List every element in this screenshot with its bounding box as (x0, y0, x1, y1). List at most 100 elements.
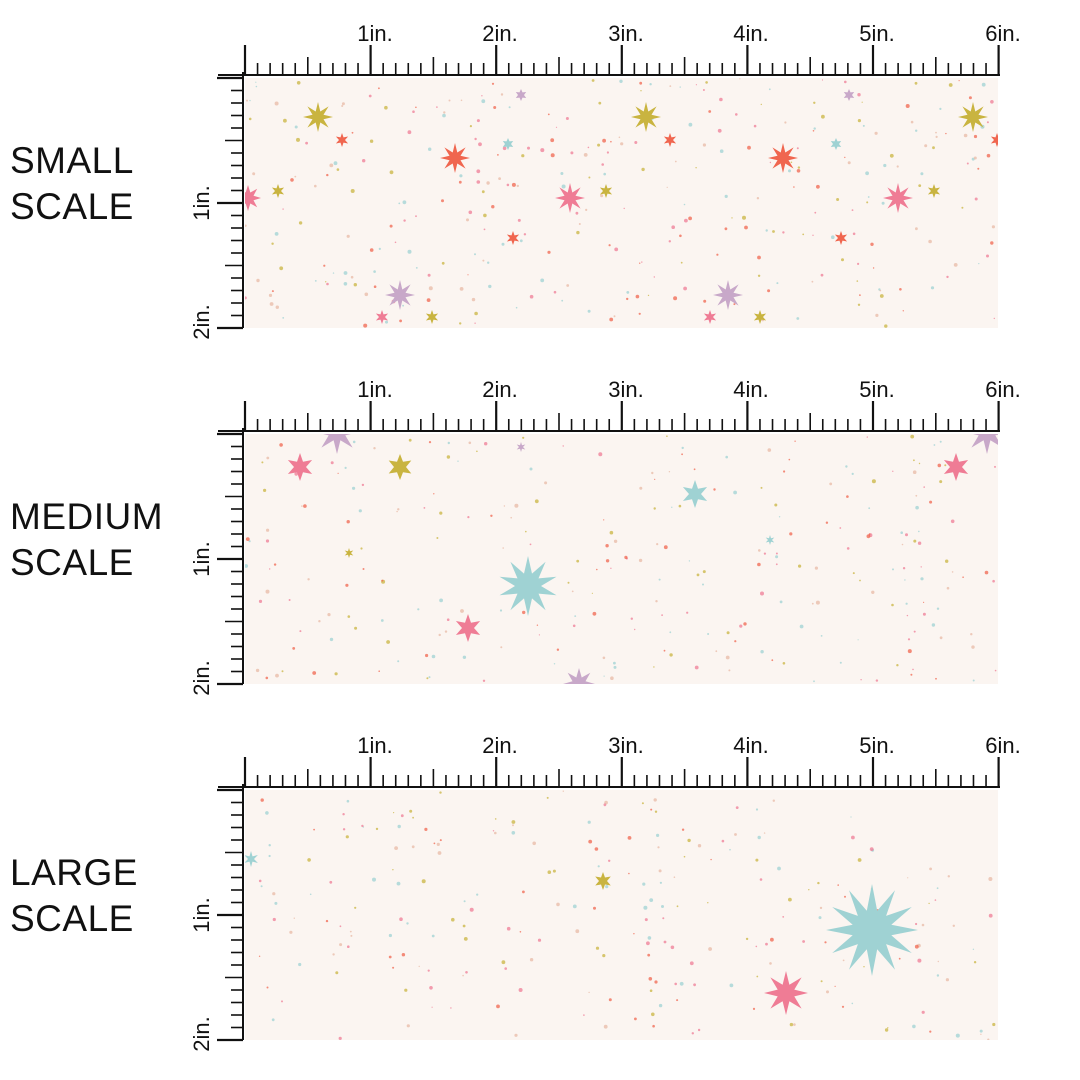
speckle-dot (820, 273, 824, 277)
speckle-dot (955, 1033, 960, 1038)
speckle-dot (986, 153, 991, 158)
speckle-dot (693, 468, 696, 471)
speckle-dot (613, 315, 616, 318)
speckle-dot (653, 666, 655, 668)
speckle-dot (446, 455, 451, 459)
speckle-dot (423, 507, 426, 509)
medium-scale-fabric-swatch (245, 434, 998, 684)
speckle-dot (396, 510, 398, 513)
speckle-dot (910, 434, 915, 439)
speckle-dot (404, 988, 408, 992)
speckle-dot (260, 885, 263, 888)
speckle-dot (793, 1023, 796, 1026)
speckle-dot (476, 893, 479, 896)
speckle-dot (639, 262, 641, 264)
speckle-dot (326, 282, 329, 286)
speckle-dot (345, 835, 349, 839)
speckle-dot (428, 286, 433, 291)
speckle-dot (739, 78, 741, 80)
speckle-dot (796, 317, 800, 320)
star-burst-icon (713, 280, 743, 310)
speckle-dot (939, 480, 943, 484)
speckle-dot (623, 207, 625, 210)
small-x-tick-4: 4in. (733, 21, 768, 46)
speckle-dot (602, 954, 606, 958)
speckle-dot (426, 298, 431, 302)
speckle-dot (519, 239, 523, 243)
speckle-dot (483, 213, 487, 218)
speckle-dot (861, 101, 863, 103)
speckle-dot (327, 613, 331, 617)
speckle-dot (441, 199, 444, 203)
speckle-dot (527, 146, 530, 150)
speckle-dot (493, 106, 497, 109)
speckle-dot (314, 280, 317, 282)
speckle-dot (814, 211, 817, 214)
speckle-dot (610, 676, 614, 680)
speckle-dot (525, 530, 527, 533)
speckle-dot (265, 676, 269, 680)
speckle-dot (641, 802, 644, 805)
speckle-dot (496, 1004, 500, 1009)
speckle-dot (977, 167, 980, 170)
speckle-dot (871, 590, 875, 594)
speckle-dot (386, 640, 390, 644)
speckle-dot (634, 628, 636, 631)
speckle-dot (427, 969, 430, 972)
star-burst-icon (663, 133, 677, 147)
speckle-dot (757, 835, 761, 840)
speckle-dot (312, 671, 317, 675)
speckle-dot (556, 648, 560, 651)
speckle-dot (852, 232, 856, 236)
speckle-dot (935, 131, 937, 134)
large-y-axis-ticks (217, 784, 244, 1042)
speckle-dot (486, 181, 490, 185)
speckle-dot (326, 173, 329, 177)
speckle-dot (431, 934, 435, 938)
speckle-dot (918, 184, 922, 187)
speckle-dot (671, 506, 673, 508)
speckle-dot (358, 509, 362, 513)
speckle-dot (879, 294, 884, 298)
speckle-dot (487, 261, 490, 264)
star-burst-icon (506, 231, 520, 245)
speckle-dot (341, 102, 345, 106)
speckle-dot (594, 847, 599, 851)
speckle-dot (661, 614, 663, 616)
speckle-dot (824, 941, 827, 944)
star-burst-icon (287, 453, 313, 481)
speckle-dot (352, 486, 356, 490)
speckle-dot (939, 107, 942, 110)
star-burst-icon (375, 310, 389, 324)
speckle-dot (669, 631, 672, 634)
speckle-dot (258, 955, 261, 957)
speckle-dot (962, 576, 964, 578)
speckle-dot (920, 172, 924, 176)
speckle-dot (907, 877, 909, 879)
speckle-dot (296, 81, 301, 85)
speckle-dot (298, 221, 303, 225)
speckle-dot (428, 676, 431, 679)
speckle-dot (688, 122, 693, 127)
speckle-dot (465, 971, 468, 974)
speckle-dot (605, 544, 609, 548)
speckle-dot (717, 128, 722, 133)
speckle-dot (407, 130, 412, 135)
speckle-dot (275, 305, 279, 309)
speckle-dot (610, 567, 612, 569)
speckle-dot (553, 290, 557, 294)
speckle-dot (394, 241, 397, 244)
speckle-dot (735, 113, 738, 116)
speckle-dot (600, 194, 604, 198)
speckle-dot (875, 679, 879, 682)
star-burst-icon (516, 442, 526, 452)
small-y-tick-2: 2in. (189, 304, 214, 339)
speckle-dot (474, 137, 477, 141)
speckle-dot (683, 855, 686, 858)
speckle-dot (613, 539, 618, 543)
speckle-dot (522, 610, 526, 615)
speckle-dot (988, 913, 993, 918)
speckle-dot (380, 619, 384, 622)
speckle-dot (516, 184, 519, 188)
speckle-dot (851, 1002, 854, 1005)
